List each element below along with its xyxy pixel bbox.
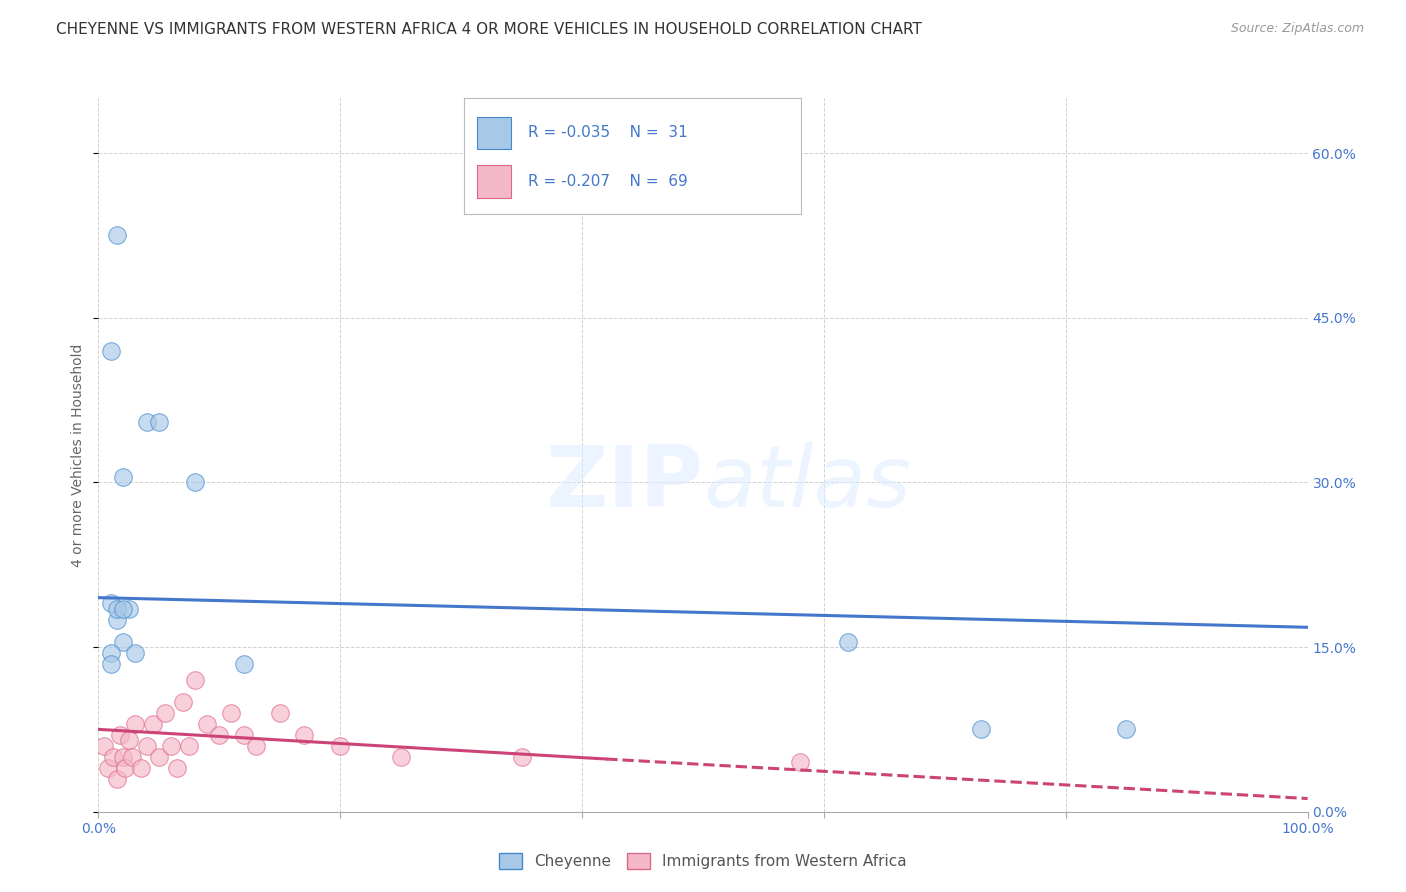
Text: R = -0.035    N =  31: R = -0.035 N = 31: [529, 126, 688, 140]
Point: [118, 601, 141, 615]
Point: [221, 706, 243, 720]
Point: [135, 415, 157, 429]
Point: [1115, 723, 1137, 737]
Point: [105, 772, 128, 786]
Point: [245, 739, 267, 753]
Point: [232, 728, 254, 742]
Point: [166, 761, 188, 775]
Point: [111, 601, 134, 615]
Point: [184, 475, 207, 490]
Point: [135, 739, 157, 753]
Point: [105, 613, 128, 627]
Point: [148, 415, 170, 429]
Legend: Cheyenne, Immigrants from Western Africa: Cheyenne, Immigrants from Western Africa: [494, 847, 912, 875]
Text: CHEYENNE VS IMMIGRANTS FROM WESTERN AFRICA 4 OR MORE VEHICLES IN HOUSEHOLD CORRE: CHEYENNE VS IMMIGRANTS FROM WESTERN AFRI…: [56, 22, 922, 37]
Point: [232, 657, 254, 671]
Point: [111, 470, 134, 484]
Text: Source: ZipAtlas.com: Source: ZipAtlas.com: [1230, 22, 1364, 36]
Point: [179, 739, 201, 753]
Point: [837, 634, 859, 648]
Point: [121, 749, 143, 764]
Text: ZIP: ZIP: [546, 442, 703, 525]
Text: R = -0.207    N =  69: R = -0.207 N = 69: [529, 174, 688, 189]
Point: [101, 749, 124, 764]
Point: [100, 343, 122, 358]
Point: [124, 717, 146, 731]
Bar: [478, 165, 512, 198]
Point: [160, 739, 183, 753]
Point: [292, 728, 315, 742]
Point: [142, 717, 165, 731]
Point: [124, 646, 146, 660]
Bar: [478, 117, 512, 149]
Point: [105, 601, 128, 615]
Point: [172, 695, 194, 709]
Point: [111, 634, 134, 648]
Text: atlas: atlas: [703, 442, 911, 525]
Point: [114, 761, 136, 775]
Point: [389, 749, 412, 764]
Point: [208, 728, 231, 742]
Y-axis label: 4 or more Vehicles in Household: 4 or more Vehicles in Household: [72, 343, 86, 566]
Point: [195, 717, 218, 731]
Point: [118, 733, 141, 747]
Point: [97, 761, 120, 775]
Point: [970, 723, 993, 737]
Point: [789, 756, 811, 770]
Point: [129, 761, 152, 775]
Point: [105, 228, 128, 243]
Point: [153, 706, 176, 720]
Point: [269, 706, 291, 720]
Point: [100, 657, 122, 671]
Point: [148, 749, 170, 764]
Point: [184, 673, 207, 687]
Point: [111, 749, 134, 764]
Point: [108, 728, 131, 742]
Point: [100, 596, 122, 610]
Point: [510, 749, 533, 764]
Point: [93, 739, 115, 753]
Point: [100, 646, 122, 660]
Point: [329, 739, 352, 753]
